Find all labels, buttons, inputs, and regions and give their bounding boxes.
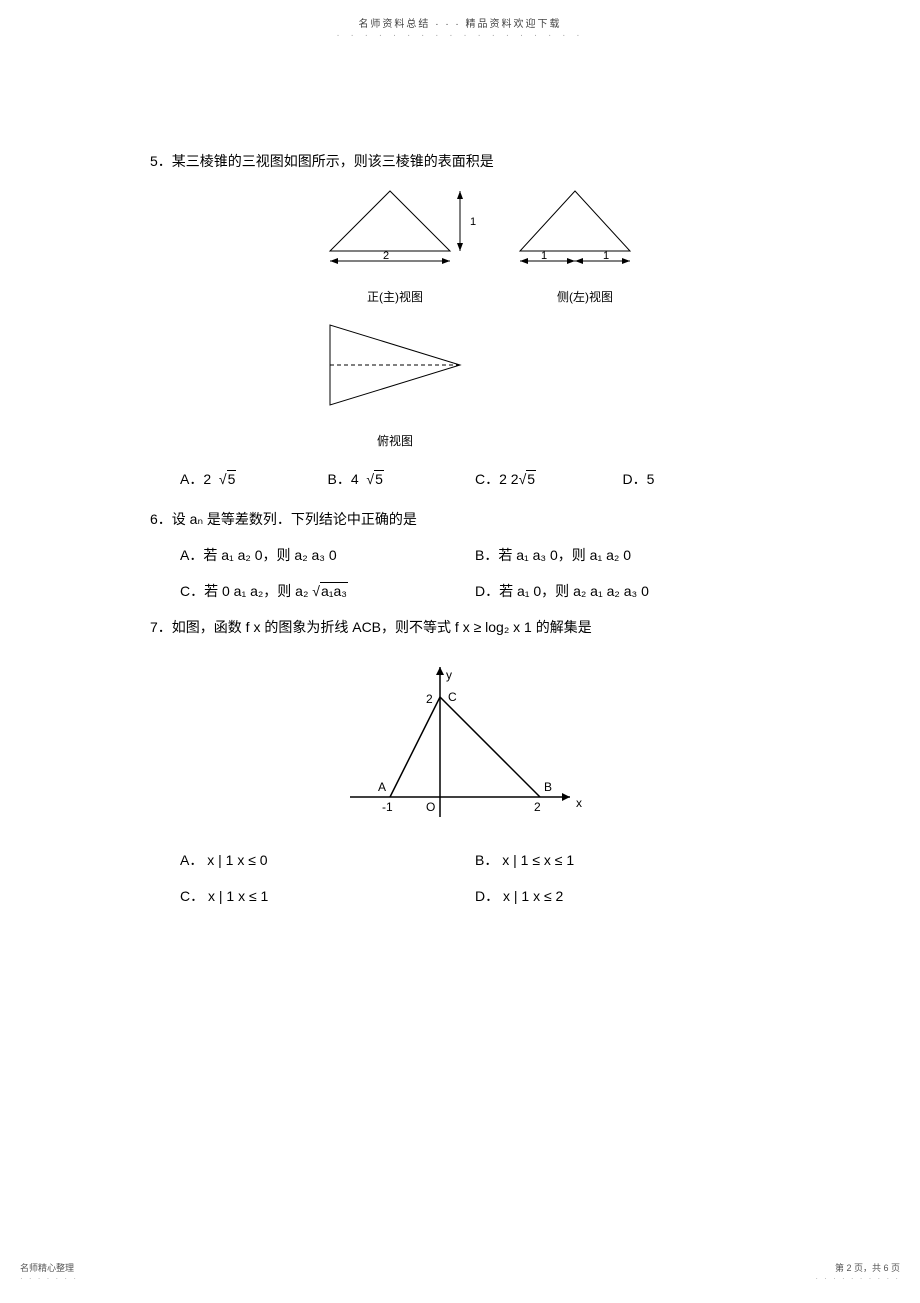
q5-front-dim1: 2 [383,250,389,262]
svg-text:x: x [576,796,582,810]
q6-optC: C．若 0 a₁ a₂，则 a₂ a₁a₃ [180,581,475,601]
q5-front-label: 正(主)视图 [320,288,470,305]
q5-optA: A．2 5 [180,469,328,489]
svg-text:y: y [446,668,452,682]
q5-front-dim2: 1 [470,216,476,228]
q5-optC: C．2 25 [475,469,623,489]
q5-top-label: 俯视图 [320,432,470,449]
svg-text:C: C [448,690,457,704]
q6-optB: B．若 a₁ a₃ 0，则 a₁ a₂ 0 [475,545,770,565]
svg-text:B: B [544,780,552,794]
q7-optB: B． x | 1 ≤ x ≤ 1 [475,850,770,870]
footer-left: 名师精心整理 · · · · · · · [20,1261,78,1283]
q7-options-row2: C． x | 1 x ≤ 1 D． x | 1 x ≤ 2 [180,886,770,906]
q6-optD: D．若 a₁ 0，则 a₂ a₁ a₂ a₃ 0 [475,581,770,601]
q5-top-view [320,315,480,425]
q5-optD: D．5 [623,469,771,489]
q7-text: 7．如图，函数 f x 的图象为折线 ACB，则不等式 f x ≥ log₂ x… [150,617,770,637]
q7-optA: A． x | 1 x ≤ 0 [180,850,475,870]
q5-text: 5．某三棱锥的三视图如图所示，则该三棱锥的表面积是 [150,151,770,171]
q5-side-label: 侧(左)视图 [510,288,660,305]
header-dots: · · · · · · · · · · · · · · · · · · [0,30,920,41]
svg-text:-1: -1 [382,800,393,814]
svg-text:2: 2 [534,800,541,814]
q6-options-row2: C．若 0 a₁ a₂，则 a₂ a₁a₃ D．若 a₁ 0，则 a₂ a₁ a… [180,581,770,601]
q5-front-side-views: 2 1 1 1 [320,181,660,281]
svg-text:2: 2 [426,692,433,706]
svg-text:O: O [426,800,435,814]
q7-optC: C． x | 1 x ≤ 1 [180,886,475,906]
page-header: 名师资料总结 · · · 精品资料欢迎下载 · · · · · · · · · … [0,0,920,41]
header-text: 名师资料总结 · · · 精品资料欢迎下载 [0,15,920,30]
q6-text: 6．设 aₙ 是等差数列．下列结论中正确的是 [150,509,770,529]
footer-right: 第 2 页，共 6 页 · · · · · · · · · · [815,1261,900,1283]
q7-options-row1: A． x | 1 x ≤ 0 B． x | 1 ≤ x ≤ 1 [180,850,770,870]
q5-views: 2 1 1 1 正(主)视图 侧(左)视图 俯视图 [320,181,770,449]
q5-optB: B．4 5 [328,469,476,489]
q5-side-dim1: 1 [541,250,547,262]
q5-options: A．2 5 B．4 5 C．2 25 D．5 [180,469,770,489]
content: 5．某三棱锥的三视图如图所示，则该三棱锥的表面积是 2 1 1 [0,41,920,906]
q7-optD: D． x | 1 x ≤ 2 [475,886,770,906]
svg-text:A: A [378,780,386,794]
q5-side-dim2: 1 [603,250,609,262]
q6-optA: A．若 a₁ a₂ 0，则 a₂ a₃ 0 [180,545,475,565]
q6-options-row1: A．若 a₁ a₂ 0，则 a₂ a₃ 0 B．若 a₁ a₃ 0，则 a₁ a… [180,545,770,565]
q7-graph: y x C 2 A -1 O B 2 [330,657,590,830]
